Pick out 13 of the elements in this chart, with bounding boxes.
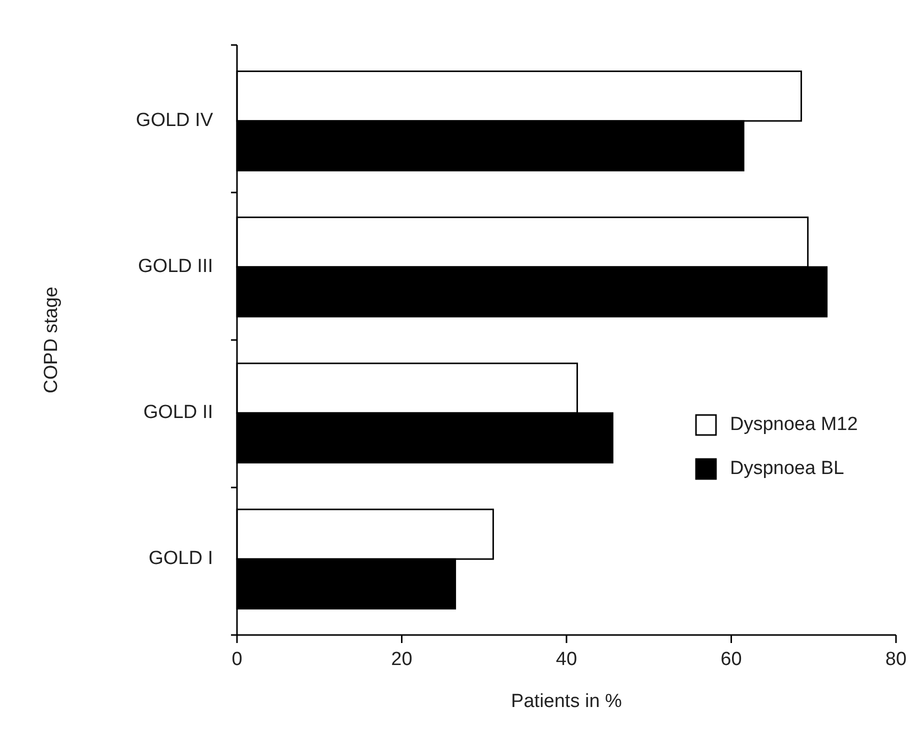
x-tick-label: 60 [720, 649, 742, 670]
y-tick-label: GOLD II [143, 402, 213, 424]
y-axis-title: COPD stage [41, 286, 62, 394]
legend-label: Dyspnoea M12 [730, 414, 858, 436]
x-axis-title: Patients in % [511, 691, 622, 712]
x-tick-label: 20 [391, 649, 412, 670]
x-tick-label: 80 [885, 649, 907, 670]
legend-label: Dyspnoea BL [730, 458, 844, 480]
x-tick-label: 40 [556, 649, 578, 670]
y-tick-label: GOLD IV [136, 110, 214, 131]
y-tick-label: GOLD I [148, 548, 213, 570]
y-tick-label: GOLD III [138, 256, 213, 277]
x-tick-label: 0 [232, 649, 242, 670]
